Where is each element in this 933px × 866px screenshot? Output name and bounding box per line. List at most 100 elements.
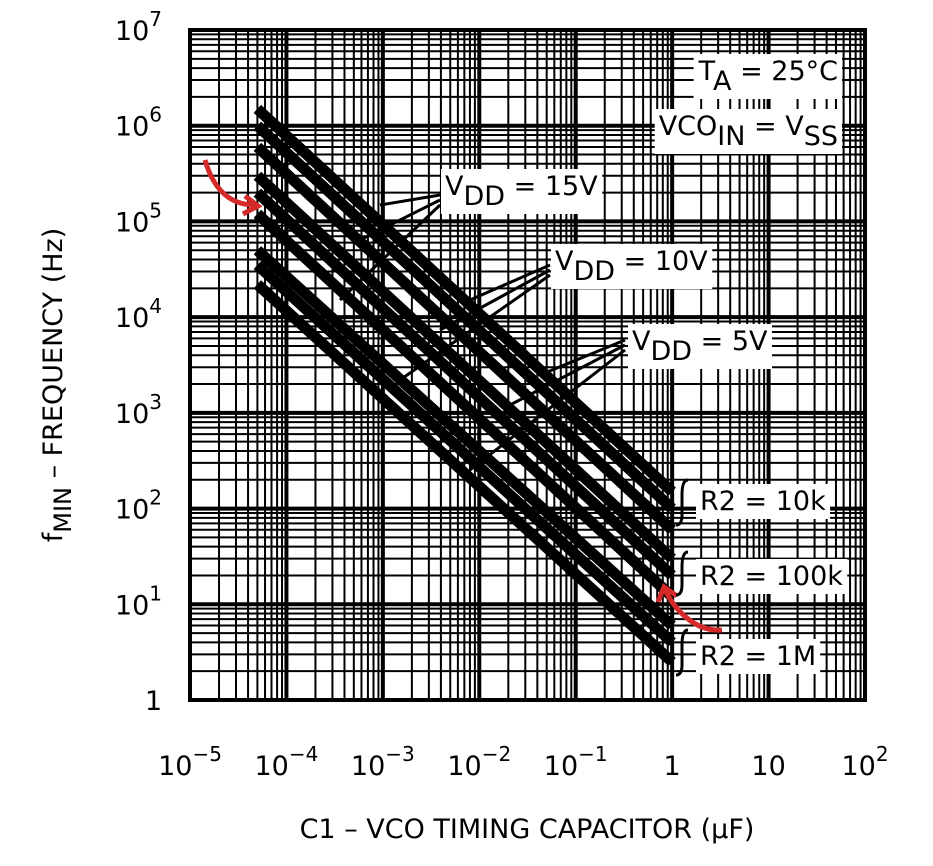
red-arrow-head (241, 194, 263, 217)
decorations (202, 159, 723, 677)
x-tick-label: 10 (751, 751, 785, 782)
subscript: A (713, 66, 732, 97)
x-tick-label: 10−1 (544, 742, 608, 782)
red-arrow (662, 588, 723, 633)
x-axis-label: C1 – VCO TIMING CAPACITOR (µF) (300, 814, 755, 845)
tick-exponent: 6 (149, 103, 162, 127)
tick-exponent: −5 (192, 742, 221, 766)
y-tick-label: 104 (115, 294, 162, 334)
annotation-bg (696, 484, 831, 519)
y-axis-label-part: – FREQUENCY (Hz) (38, 228, 69, 487)
tick-exponent: 2 (876, 742, 889, 766)
x-tick-label: 10−5 (158, 742, 222, 782)
annotation: R2 = 100k (700, 561, 843, 592)
annotation: R2 = 1M (700, 641, 816, 672)
x-tick-label: 102 (841, 742, 888, 782)
annotation-part: = V (745, 111, 804, 142)
subscript: DD (573, 256, 615, 287)
red-arrow (202, 159, 256, 208)
annotation: VCOIN = VSS (659, 111, 838, 152)
subscript: IN (717, 121, 745, 152)
x-tick-label: 10−2 (447, 742, 511, 782)
subscript: DD (463, 181, 505, 212)
subscript: DD (650, 336, 692, 367)
tick-base: 10 (255, 751, 289, 782)
lines (253, 104, 676, 666)
tick-base: 10 (544, 751, 578, 782)
y-tick-label: 101 (115, 581, 162, 621)
annotation-part: = 15V (505, 171, 598, 202)
annotation-part: = 25°C (732, 56, 839, 87)
x-tick-label: 1 (664, 751, 681, 782)
x-tick-label: 10−3 (351, 742, 415, 782)
y-tick-label: 106 (115, 103, 162, 143)
tick-exponent: 4 (149, 294, 162, 318)
tick-exponent: 3 (149, 390, 162, 414)
tick-exponent: 5 (149, 198, 162, 222)
x-axis-label-part: C1 – VCO TIMING CAPACITOR (µF) (300, 814, 755, 845)
series-line (255, 262, 675, 645)
annotation-bg (551, 244, 713, 289)
annotation-bg (654, 109, 842, 154)
tick-base: 10 (115, 112, 149, 143)
tick-base: 10 (447, 751, 481, 782)
y-tick-label: 103 (115, 390, 162, 430)
annotation-part: R2 = 1M (700, 641, 816, 672)
tick-base: 10 (351, 751, 385, 782)
y-tick-label: 105 (115, 198, 162, 238)
annotation: VDD = 10V (555, 246, 708, 287)
tick-exponent: 1 (149, 581, 162, 605)
tick-exponent: −1 (578, 742, 607, 766)
series-line (255, 173, 675, 562)
tick-base: 10 (115, 16, 149, 47)
annotation-part: V (555, 246, 574, 277)
tick-exponent: −4 (289, 742, 318, 766)
tick-exponent: 2 (149, 486, 162, 510)
annotation: TA = 25°C (698, 56, 838, 97)
tick-exponent: 7 (149, 7, 162, 31)
annotation-part: V (632, 326, 651, 357)
tick-base: 10 (115, 303, 149, 334)
annotation-bg (696, 559, 848, 594)
y-tick-label: 102 (115, 486, 162, 526)
tick-base: 10 (841, 751, 875, 782)
annotation: R2 = 10k (700, 486, 826, 517)
plot-frame (188, 28, 867, 702)
annotation-part: T (698, 56, 716, 87)
tick-base: 10 (115, 207, 149, 238)
annotation-part: = 5V (692, 326, 768, 357)
annotation-part: VCO (659, 111, 718, 142)
subscript: SS (804, 121, 838, 152)
series-line (255, 247, 675, 629)
tick-exponent: −2 (482, 742, 511, 766)
series-line (255, 211, 675, 600)
y-axis-label-part: f (38, 531, 69, 542)
tick-base: 10 (158, 751, 192, 782)
annotation: VDD = 5V (632, 326, 768, 367)
series-line (255, 190, 675, 579)
annotation-part: R2 = 100k (700, 561, 843, 592)
annotation-part: V (445, 171, 464, 202)
annotation-part: = 10V (615, 246, 708, 277)
tick-base: 10 (115, 399, 149, 430)
series-line (255, 144, 675, 533)
leaders (338, 193, 689, 677)
annotation-bg (696, 639, 821, 674)
tick-base: 10 (115, 590, 149, 621)
tick-exponent: −3 (385, 742, 414, 766)
red-arrow-head (655, 583, 679, 603)
series-line (255, 106, 675, 495)
subscript: MIN (49, 487, 77, 533)
y-tick-label: 1 (145, 686, 162, 717)
annotation-bg (628, 324, 773, 369)
x-tick-label: 10−4 (255, 742, 319, 782)
annotation-part: R2 = 10k (700, 486, 826, 517)
tick-base: 10 (115, 495, 149, 526)
annotation: VDD = 15V (445, 171, 598, 212)
annotation-bg (441, 169, 603, 214)
annotation-bg (693, 54, 842, 99)
y-axis-label: fMIN – FREQUENCY (Hz) (38, 228, 77, 543)
